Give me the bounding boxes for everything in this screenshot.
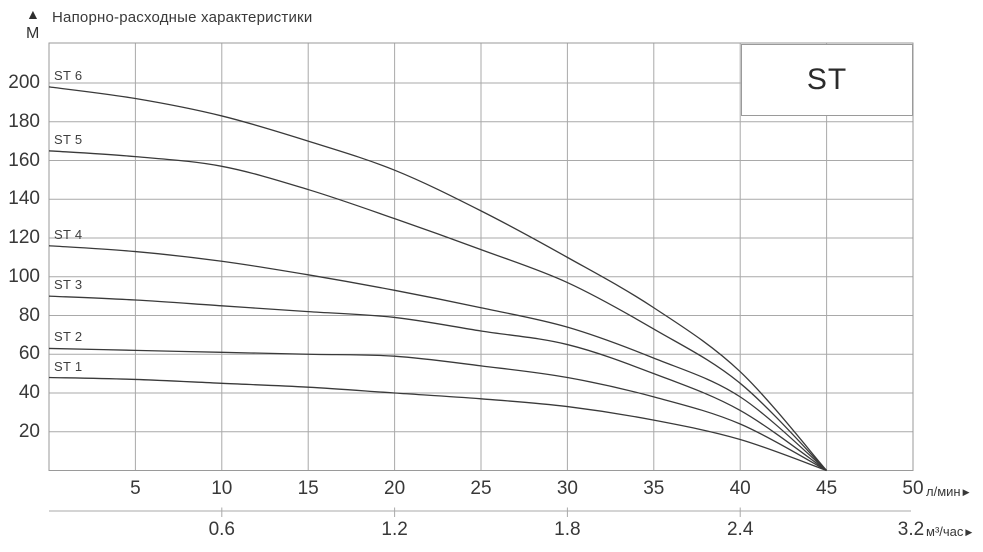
y-tick-label: 140 bbox=[8, 188, 40, 210]
curve-label-st-6: ST 6 bbox=[54, 67, 83, 83]
y-tick-label: 60 bbox=[18, 343, 40, 365]
series-family-label: ST bbox=[806, 63, 848, 96]
right-arrow-icon: ▶ bbox=[962, 487, 970, 497]
y-tick-label: 200 bbox=[8, 72, 40, 93]
y-axis-arrow-icon: ▲ bbox=[26, 6, 40, 22]
curve-st-5 bbox=[48, 150, 828, 471]
right-arrow-icon: ▶ bbox=[965, 527, 973, 537]
x-axis-secondary-unit: м³/час ▶ bbox=[926, 524, 972, 539]
x2-end-label: 3.2 bbox=[897, 519, 925, 540]
chart-title: Напорно-расходные характеристики bbox=[52, 9, 313, 26]
x-tick-label: 35 bbox=[643, 478, 665, 499]
y-axis-unit-label: М bbox=[26, 25, 40, 42]
y-tick-label: 40 bbox=[18, 382, 40, 403]
x-axis-secondary-unit-text: м³/час bbox=[926, 524, 964, 539]
x-tick-label: 30 bbox=[556, 478, 578, 499]
x-tick-label: 25 bbox=[470, 478, 492, 499]
series-family-box: ST bbox=[741, 44, 913, 116]
x-tick-label: 40 bbox=[729, 478, 751, 499]
x-tick-label: 15 bbox=[297, 478, 319, 499]
x2-tick-label: 1.8 bbox=[554, 519, 581, 540]
curve-st-1 bbox=[48, 376, 827, 472]
curve-st-6 bbox=[48, 86, 828, 471]
x-tick-label: 20 bbox=[384, 478, 406, 499]
y-tick-label: 20 bbox=[18, 420, 40, 442]
x-tick-label: 5 bbox=[130, 478, 141, 499]
x-tick-label: 50 bbox=[902, 478, 924, 499]
x2-tick-label: 2.4 bbox=[726, 519, 754, 540]
y-tick-label: 120 bbox=[8, 227, 40, 248]
x-tick-label: 45 bbox=[816, 478, 838, 499]
curve-label-st-4: ST 4 bbox=[54, 226, 83, 242]
y-tick-label: 160 bbox=[8, 149, 40, 171]
x2-tick-label: 1.2 bbox=[381, 519, 408, 540]
y-tick-label: 180 bbox=[8, 110, 40, 132]
curve-label-st-2: ST 2 bbox=[54, 329, 83, 345]
x2-tick-label: 0.6 bbox=[208, 519, 235, 540]
curve-label-st-3: ST 3 bbox=[54, 277, 83, 293]
x-tick-label: 10 bbox=[211, 478, 233, 499]
curve-label-st-1: ST 1 bbox=[54, 358, 83, 374]
curve-st-3 bbox=[48, 295, 827, 472]
x-axis-primary-unit: л/мин ▶ bbox=[926, 484, 970, 499]
plot-border bbox=[48, 42, 914, 471]
y-tick-label: 100 bbox=[8, 265, 40, 287]
x-axis-primary-unit-text: л/мин bbox=[926, 484, 961, 499]
curve-st-4 bbox=[48, 245, 828, 471]
curve-label-st-5: ST 5 bbox=[54, 131, 83, 147]
curve-st-2 bbox=[48, 347, 827, 472]
y-tick-label: 80 bbox=[18, 304, 40, 326]
